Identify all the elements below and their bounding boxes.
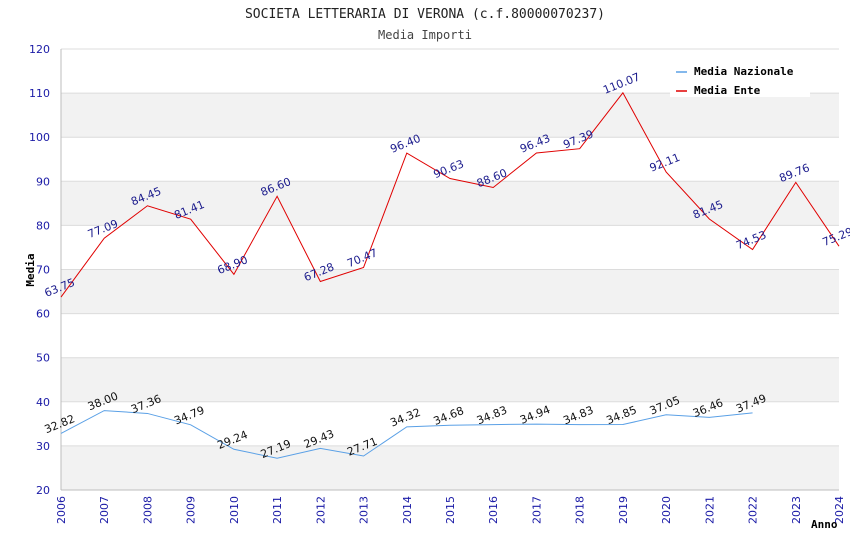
- x-tick-label: 2011: [271, 496, 284, 524]
- x-tick-label: 2006: [55, 496, 68, 524]
- series-line-media-nazionale: [60, 410, 753, 459]
- data-label-media-ente: 70.47: [345, 246, 379, 270]
- band-20: [61, 445, 839, 490]
- data-label-media-ente: 75.29: [821, 225, 850, 249]
- x-tick-label: 2017: [530, 496, 543, 524]
- x-tick-label: 2021: [703, 496, 716, 524]
- x-tick-label: 2008: [141, 496, 154, 524]
- data-label-media-nazionale: 34.79: [172, 404, 206, 428]
- y-tick-label: 60: [36, 308, 50, 321]
- y-tick-label: 120: [29, 43, 50, 56]
- y-tick-label: 100: [29, 131, 50, 144]
- background-bands: [61, 93, 839, 490]
- y-tick-label: 70: [36, 264, 50, 277]
- x-tick-label: 2024: [833, 496, 846, 524]
- data-label-media-nazionale: 34.32: [388, 406, 422, 430]
- y-tick-label: 30: [36, 440, 50, 453]
- data-label-media-ente: 92.11: [648, 151, 682, 175]
- chart-title: SOCIETA LETTERARIA DI VERONA (c.f.800000…: [245, 7, 605, 22]
- x-tick-label: 2022: [747, 496, 760, 524]
- y-axis-label: Media: [24, 253, 37, 286]
- band-100: [61, 93, 839, 138]
- x-tick-label: 2018: [574, 496, 587, 524]
- x-axis-label: Anno: [811, 518, 838, 531]
- y-tick-label: 80: [36, 219, 50, 232]
- series-lines: [60, 91, 840, 459]
- series-line-media-ente: [60, 91, 840, 298]
- y-tick-label: 90: [36, 175, 50, 188]
- data-label-media-nazionale: 34.85: [605, 403, 639, 427]
- chart-subtitle: Media Importi: [378, 28, 472, 42]
- legend: Media Nazionale Media Ente: [670, 60, 810, 97]
- legend-label-media-nazionale: Media Nazionale: [694, 65, 794, 78]
- x-tick-label: 2009: [185, 496, 198, 524]
- data-label-media-nazionale: 34.83: [561, 403, 595, 427]
- x-tick-label: 2010: [228, 496, 241, 524]
- data-label-media-nazionale: 32.82: [43, 412, 77, 436]
- band-60: [61, 269, 839, 314]
- legend-label-media-ente: Media Ente: [694, 84, 761, 97]
- data-label-media-nazionale: 34.94: [518, 403, 552, 427]
- y-tick-label: 40: [36, 396, 50, 409]
- data-label-media-nazionale: 34.68: [432, 404, 466, 428]
- legend-box: [670, 60, 810, 97]
- x-tick-label: 2023: [790, 496, 803, 524]
- y-tick-labels: 20 30 40 50 60 70 80 90 100 110 120: [29, 43, 50, 497]
- x-tick-label: 2014: [401, 496, 414, 524]
- y-tick-label: 50: [36, 352, 50, 365]
- y-tick-label: 110: [29, 87, 50, 100]
- x-tick-label: 2019: [617, 496, 630, 524]
- x-tick-label: 2016: [487, 496, 500, 524]
- x-tick-label: 2015: [444, 496, 457, 524]
- axes: [60, 49, 839, 491]
- y-tick-label: 20: [36, 484, 50, 497]
- band-40: [61, 357, 839, 402]
- x-tick-labels: 2006 2007 2008 2009 2010 2011 2012 2013 2014 2015…: [55, 496, 846, 524]
- x-tick-label: 2020: [660, 496, 673, 524]
- x-tick-label: 2012: [314, 496, 327, 524]
- data-label-media-nazionale: 34.83: [475, 403, 509, 427]
- x-tick-label: 2013: [358, 496, 371, 524]
- x-tick-label: 2007: [98, 496, 111, 524]
- band-80: [61, 181, 839, 226]
